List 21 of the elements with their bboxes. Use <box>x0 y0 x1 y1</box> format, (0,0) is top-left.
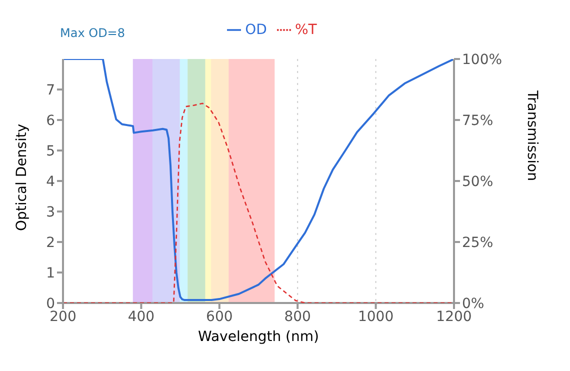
y-tick-label: 4 <box>46 174 56 190</box>
x-axis-title: Wavelength (nm) <box>198 329 319 345</box>
x-tick-label: 600 <box>206 308 233 325</box>
y2-tick-label: 75% <box>462 112 494 129</box>
y2-tick-label: 50% <box>462 174 494 190</box>
text: Max OD=8 <box>60 26 125 40</box>
y-tick-label: 3 <box>46 204 55 220</box>
y-tick-label: 6 <box>46 112 56 129</box>
legend-label: OD <box>245 22 267 38</box>
y-tick-label: 2 <box>46 234 55 251</box>
y-tick-label: 5 <box>46 143 55 160</box>
x-tick-label: 400 <box>128 308 155 325</box>
y2-tick-label: 100% <box>462 52 502 68</box>
y2-axis-title: Transmission <box>524 90 540 181</box>
y-tick-label: 7 <box>46 82 55 98</box>
y2-tick-label: 25% <box>462 234 494 251</box>
y-tick-label: 1 <box>46 265 55 282</box>
x-tick-label: 1000 <box>358 308 394 325</box>
x-tick-label: 800 <box>284 308 311 325</box>
y-axis-title: Optical Density <box>14 124 30 231</box>
legend-label: %T <box>294 22 317 38</box>
